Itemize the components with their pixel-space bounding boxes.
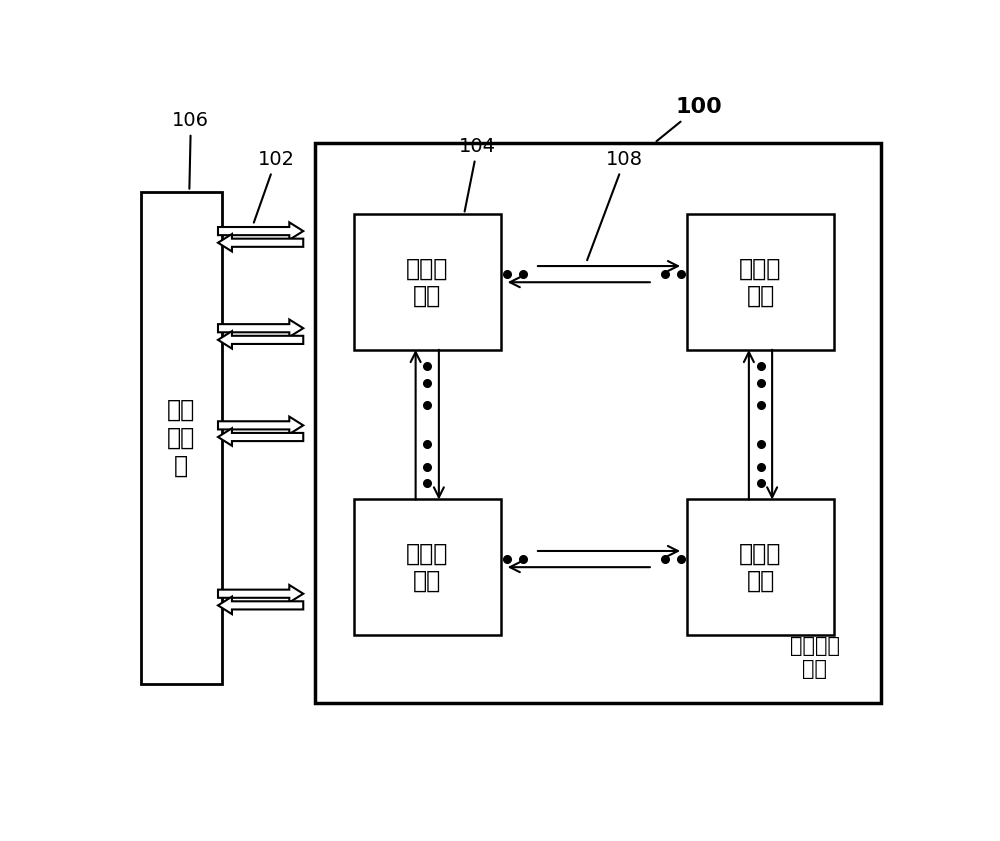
- Polygon shape: [218, 234, 303, 251]
- Text: 102: 102: [254, 150, 295, 223]
- Bar: [354, 500, 501, 635]
- Text: 104: 104: [459, 137, 496, 212]
- Text: 106: 106: [172, 111, 209, 188]
- Text: 主计算
单元: 主计算 单元: [406, 542, 448, 593]
- Polygon shape: [218, 222, 303, 240]
- Polygon shape: [218, 331, 303, 349]
- Text: 主计算
单元: 主计算 单元: [406, 257, 448, 308]
- Bar: [687, 214, 834, 350]
- Bar: [140, 192, 222, 684]
- Polygon shape: [218, 596, 303, 614]
- Bar: [354, 214, 501, 350]
- Polygon shape: [218, 416, 303, 434]
- Polygon shape: [218, 320, 303, 337]
- Text: 主计算
单元: 主计算 单元: [739, 257, 782, 308]
- Bar: [315, 143, 881, 703]
- Text: 外部
存储
器: 外部 存储 器: [167, 398, 195, 478]
- Text: 主计算
单元: 主计算 单元: [739, 542, 782, 593]
- Polygon shape: [218, 585, 303, 602]
- Polygon shape: [218, 428, 303, 446]
- Text: 集成电路
装置: 集成电路 装置: [790, 637, 840, 680]
- Bar: [687, 500, 834, 635]
- Text: 100: 100: [656, 97, 722, 141]
- Text: 108: 108: [587, 150, 643, 260]
